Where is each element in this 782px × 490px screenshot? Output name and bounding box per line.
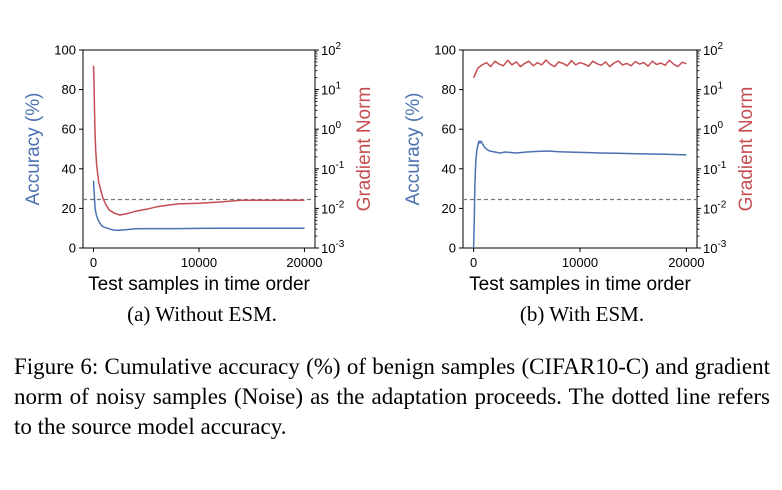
accuracy-line [92,180,305,231]
y-right-tick-label: 10-3 [703,239,727,256]
chart-a: 0 20 40 60 80 100 10-3 10-2 10-1 100 101 102 0 10000 2… [23,41,375,295]
y-left-tick-label: 100 [54,43,76,58]
subcaption-a: (a) Without ESM. [127,302,277,326]
gradient-norm-line [472,59,687,79]
y-right-tick-label: 10-3 [321,239,345,256]
accuracy-line [472,140,687,249]
x-axis-title: Test samples in time order [469,274,691,295]
y-right-tick-label: 100 [321,120,341,137]
y-left-axis-title: Accuracy (%) [403,93,424,206]
x-tick-label: 20000 [286,255,322,270]
y-right-axis-title: Gradient Norm [736,87,757,212]
subcaption-b: (b) With ESM. [519,302,645,326]
y-left-axis-title: Accuracy (%) [23,93,44,206]
x-tick-label: 0 [470,255,477,270]
y-left-tick-label: 0 [449,241,456,256]
y-right-tick-label: 102 [703,41,723,58]
x-tick-label: 10000 [181,255,217,270]
y-left-tick-label: 60 [442,122,456,137]
plot-frame [462,49,698,249]
y-left-tick-label: 40 [442,161,456,176]
x-tick-label: 20000 [668,255,704,270]
y-right-tick-label: 102 [321,41,341,58]
y-left-tick-label: 20 [62,201,76,216]
y-right-tick-label: 10-1 [321,160,345,177]
y-right-tick-label: 101 [321,81,341,98]
y-left-tick-label: 20 [442,201,456,216]
plot-frame [82,49,316,249]
y-left-tick-label: 40 [62,161,76,176]
x-axis-title: Test samples in time order [88,274,310,295]
y-right-tick-label: 100 [703,120,723,137]
y-left-tick-label: 100 [434,43,456,58]
x-tick-label: 0 [90,255,97,270]
x-tick-label: 10000 [562,255,598,270]
y-right-tick-label: 10-1 [703,160,727,177]
y-right-tick-label: 101 [703,81,723,98]
y-left-tick-label: 80 [442,82,456,97]
y-right-tick-label: 10-2 [703,199,727,216]
chart-b: 0 20 40 60 80 100 10-3 10-2 10-1 100 101 102 0 10000 2… [403,41,757,295]
y-left-tick-label: 60 [62,122,76,137]
y-right-tick-label: 10-2 [321,199,345,216]
y-left-tick-label: 0 [69,241,76,256]
figure-caption: Figure 6: Cumulative accuracy (%) of ben… [14,354,770,439]
y-left-tick-label: 80 [62,82,76,97]
y-right-axis-title: Gradient Norm [354,87,375,212]
gradient-norm-line [92,65,305,216]
